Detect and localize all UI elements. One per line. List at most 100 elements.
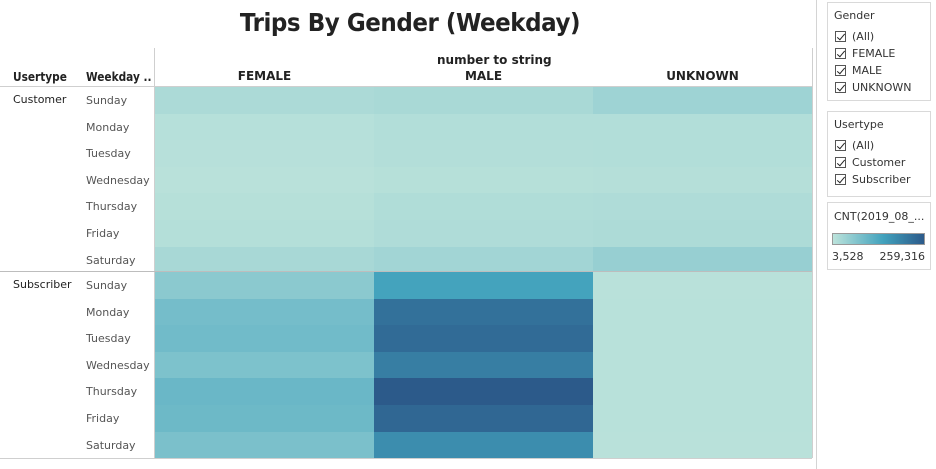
gender-filter-title: Gender (834, 9, 875, 22)
weekday-label-tuesday[interactable]: Tuesday (86, 332, 131, 346)
grid-line (0, 458, 812, 459)
heatmap-cell[interactable] (155, 166, 374, 194)
weekday-label-saturday[interactable]: Saturday (86, 438, 136, 452)
weekday-label-wednesday[interactable]: Wednesday (86, 173, 150, 187)
color-legend-title: CNT(2019_08_... (834, 210, 925, 223)
grid-line (154, 48, 155, 458)
heatmap-cell[interactable] (155, 87, 374, 115)
weekday-label-friday[interactable]: Friday (86, 227, 120, 240)
gender-filter-checkbox[interactable] (835, 65, 846, 76)
column-header-male[interactable]: MALE (464, 69, 503, 83)
gender-filter-option-label: FEMALE (852, 47, 896, 60)
usertype-label-subscriber[interactable]: Subscriber (13, 278, 72, 291)
gender-filter-option[interactable]: FEMALE (828, 46, 930, 63)
heatmap-cell[interactable] (155, 431, 374, 459)
chart-title: Trips By Gender (Weekday) (239, 8, 581, 37)
heatmap-cell[interactable] (155, 378, 374, 406)
gender-filter-checkbox[interactable] (835, 82, 846, 93)
gender-filter-option[interactable]: UNKNOWN (828, 80, 930, 97)
heatmap-cell[interactable] (374, 431, 593, 459)
usertype-filter-card: Usertype (All) Customer Subscriber (827, 111, 931, 197)
gender-filter-option-label: UNKNOWN (852, 81, 912, 94)
color-legend-card: CNT(2019_08_... 3,528 259,316 (827, 202, 931, 270)
heatmap-cell[interactable] (593, 113, 812, 141)
gender-filter-option[interactable]: (All) (828, 29, 930, 46)
heatmap-cell[interactable] (374, 113, 593, 141)
heatmap-cell[interactable] (155, 246, 374, 274)
weekday-label-thursday[interactable]: Thursday (86, 200, 138, 214)
weekday-label-saturday[interactable]: Saturday (86, 253, 136, 267)
usertype-filter-option[interactable]: Customer (828, 155, 930, 172)
heatmap-cell[interactable] (374, 351, 593, 379)
usertype-filter-option-label: Subscriber (852, 173, 911, 186)
heatmap-cell[interactable] (374, 272, 593, 300)
usertype-filter-checkbox[interactable] (835, 140, 846, 151)
heatmap-view: Trips By Gender (Weekday) number to stri… (0, 0, 817, 469)
heatmap-cell[interactable] (155, 272, 374, 300)
weekday-label-sunday[interactable]: Sunday (86, 94, 128, 107)
weekday-label-thursday[interactable]: Thursday (86, 385, 138, 399)
gender-filter-checkbox[interactable] (835, 48, 846, 59)
grid-line (0, 86, 812, 87)
heatmap-cell[interactable] (593, 298, 812, 326)
weekday-label-tuesday[interactable]: Tuesday (86, 147, 131, 161)
heatmap-cell[interactable] (593, 405, 812, 433)
heatmap-cell[interactable] (593, 378, 812, 406)
gender-filter-option-label: MALE (852, 64, 883, 77)
heatmap-cell[interactable] (374, 378, 593, 406)
heatmap-cell[interactable] (155, 325, 374, 353)
gender-filter-card: Gender (All) FEMALE MALE UNKNOWN (827, 2, 931, 101)
column-header-female[interactable]: FEMALE (237, 69, 292, 83)
heatmap-cell[interactable] (155, 298, 374, 326)
heatmap-cell[interactable] (593, 246, 812, 274)
weekday-label-sunday[interactable]: Sunday (86, 279, 128, 292)
gender-filter-checkbox[interactable] (835, 31, 846, 42)
heatmap-cell[interactable] (155, 220, 374, 248)
row-header-weekday[interactable]: Weekday .. (86, 70, 152, 84)
usertype-label-customer[interactable]: Customer (13, 93, 67, 106)
weekday-label-friday[interactable]: Friday (86, 412, 120, 425)
heatmap-cell[interactable] (155, 351, 374, 379)
heatmap-cell[interactable] (374, 298, 593, 326)
color-legend-bar (832, 233, 925, 245)
usertype-filter-option-label: Customer (852, 156, 906, 169)
heatmap-cell[interactable] (374, 405, 593, 433)
heatmap-cell[interactable] (155, 405, 374, 433)
color-legend-max: 259,316 (879, 250, 926, 263)
gender-filter-option[interactable]: MALE (828, 63, 930, 80)
heatmap-cell[interactable] (374, 193, 593, 221)
heatmap-cell[interactable] (155, 193, 374, 221)
row-header-usertype: Usertype (13, 70, 67, 84)
heatmap-cell[interactable] (593, 351, 812, 379)
heatmap-cell[interactable] (374, 87, 593, 115)
heatmap-cell[interactable] (593, 140, 812, 168)
heatmap-cell[interactable] (593, 272, 812, 300)
gender-filter-option-label: (All) (852, 30, 875, 43)
weekday-label-monday[interactable]: Monday (86, 120, 130, 134)
heatmap-cell[interactable] (374, 140, 593, 168)
heatmap-cell[interactable] (374, 325, 593, 353)
heatmap-cell[interactable] (374, 246, 593, 274)
heatmap-cell[interactable] (155, 140, 374, 168)
usertype-filter-title: Usertype (834, 118, 884, 131)
heatmap-cell[interactable] (374, 220, 593, 248)
heatmap-cell[interactable] (155, 113, 374, 141)
heatmap-cell[interactable] (593, 166, 812, 194)
weekday-label-wednesday[interactable]: Wednesday (86, 358, 150, 372)
heatmap-cell[interactable] (374, 166, 593, 194)
usertype-filter-checkbox[interactable] (835, 174, 846, 185)
column-header-unknown[interactable]: UNKNOWN (666, 69, 739, 83)
grid-line (0, 271, 812, 272)
color-legend-min: 3,528 (832, 250, 864, 263)
usertype-filter-option[interactable]: Subscriber (828, 172, 930, 189)
heatmap-cell[interactable] (593, 193, 812, 221)
usertype-filter-option-label: (All) (852, 139, 875, 152)
heatmap-cell[interactable] (593, 325, 812, 353)
column-group-label: number to string (437, 53, 552, 67)
heatmap-cell[interactable] (593, 87, 812, 115)
weekday-label-monday[interactable]: Monday (86, 305, 130, 319)
usertype-filter-checkbox[interactable] (835, 157, 846, 168)
heatmap-cell[interactable] (593, 220, 812, 248)
usertype-filter-option[interactable]: (All) (828, 138, 930, 155)
heatmap-cell[interactable] (593, 431, 812, 459)
